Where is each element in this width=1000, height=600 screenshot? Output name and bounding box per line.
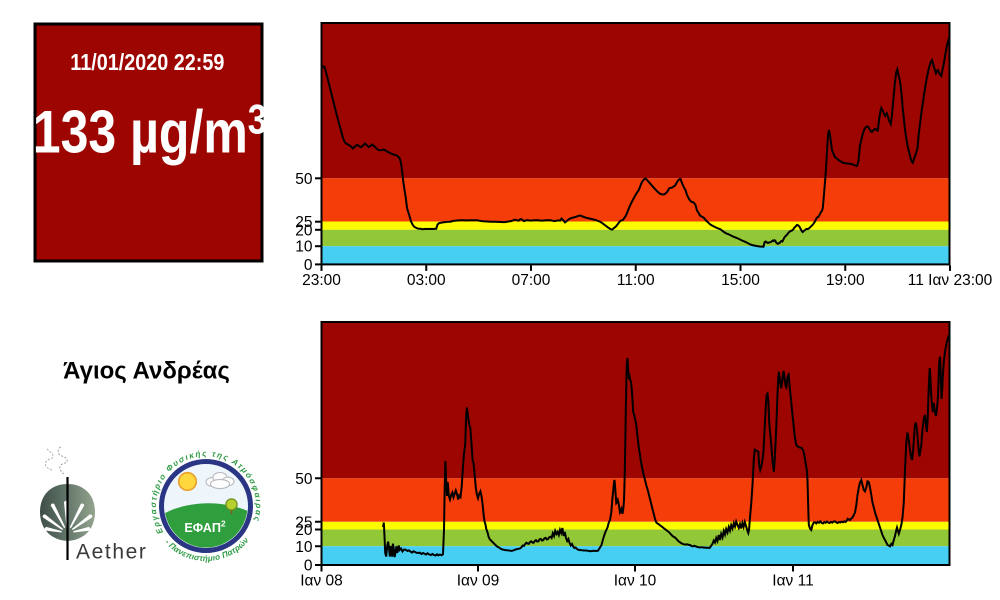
svg-text:03:00: 03:00 [407, 272, 446, 289]
svg-text:Aether: Aether [76, 541, 147, 564]
svg-text:133 µg/m3: 133 µg/m3 [33, 98, 267, 166]
svg-text:ΕΦΑΠ2: ΕΦΑΠ2 [184, 519, 226, 536]
svg-text:10: 10 [295, 539, 313, 556]
svg-text:50: 50 [295, 471, 313, 488]
svg-text:11/01/2020 22:59: 11/01/2020 22:59 [70, 49, 224, 76]
svg-text:Ιαν 08: Ιαν 08 [300, 573, 343, 590]
svg-text:25: 25 [295, 514, 312, 531]
svg-text:15:00: 15:00 [721, 272, 760, 289]
svg-text:25: 25 [295, 214, 312, 231]
svg-text:Άγιος Ανδρέας: Άγιος Ανδρέας [63, 358, 230, 385]
svg-text:Ιαν 09: Ιαν 09 [457, 573, 500, 590]
svg-text:20: 20 [295, 222, 313, 239]
svg-text:11 Ιαν 23:00: 11 Ιαν 23:00 [908, 272, 993, 289]
svg-text:0: 0 [304, 558, 313, 575]
svg-text:50: 50 [295, 171, 313, 188]
svg-text:19:00: 19:00 [826, 272, 865, 289]
svg-text:0: 0 [304, 257, 313, 274]
svg-text:Ιαν 10: Ιαν 10 [614, 573, 657, 590]
svg-text:10: 10 [295, 239, 313, 256]
svg-text:07:00: 07:00 [512, 272, 551, 289]
svg-text:20: 20 [295, 522, 313, 539]
svg-text:11:00: 11:00 [617, 272, 655, 289]
svg-text:Ιαν 11: Ιαν 11 [772, 573, 813, 590]
svg-text:23:00: 23:00 [302, 272, 341, 289]
